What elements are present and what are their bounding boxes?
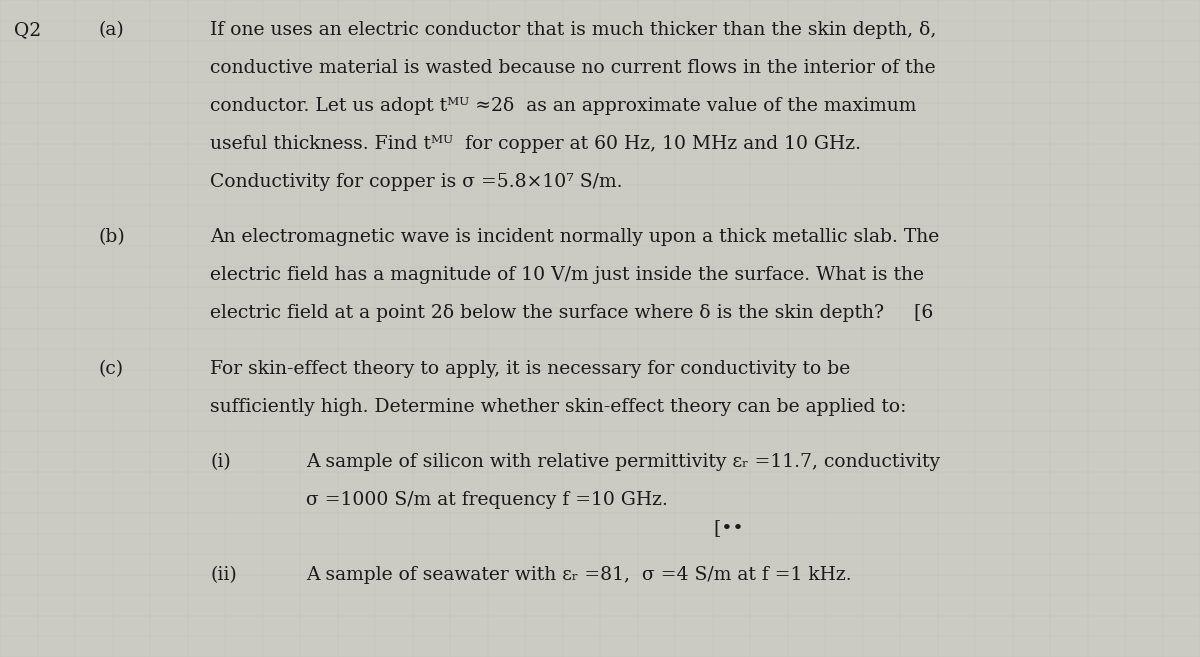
Text: (ii): (ii) bbox=[210, 566, 236, 584]
Text: (i): (i) bbox=[210, 453, 230, 471]
Text: A sample of seawater with εᵣ =81,  σ =4 S/m at f =1 kHz.: A sample of seawater with εᵣ =81, σ =4 S… bbox=[306, 566, 852, 584]
Text: For skin-effect theory to apply, it is necessary for conductivity to be: For skin-effect theory to apply, it is n… bbox=[210, 360, 851, 378]
Text: [••: [•• bbox=[306, 519, 744, 537]
Text: useful thickness. Find tᴹᵁ  for copper at 60 Hz, 10 MHz and 10 GHz.: useful thickness. Find tᴹᵁ for copper at… bbox=[210, 135, 862, 153]
Text: (b): (b) bbox=[98, 228, 125, 246]
Text: conductor. Let us adopt tᴹᵁ ≈2δ  as an approximate value of the maximum: conductor. Let us adopt tᴹᵁ ≈2δ as an ap… bbox=[210, 97, 917, 115]
Text: σ =1000 S/m at frequency f =10 GHz.: σ =1000 S/m at frequency f =10 GHz. bbox=[306, 491, 668, 509]
Text: sufficiently high. Determine whether skin-effect theory can be applied to:: sufficiently high. Determine whether ski… bbox=[210, 398, 906, 416]
Text: (c): (c) bbox=[98, 360, 124, 378]
Text: An electromagnetic wave is incident normally upon a thick metallic slab. The: An electromagnetic wave is incident norm… bbox=[210, 228, 940, 246]
Text: Conductivity for copper is σ =5.8×10⁷ S/m.: Conductivity for copper is σ =5.8×10⁷ S/… bbox=[210, 173, 623, 191]
Text: conductive material is wasted because no current flows in the interior of the: conductive material is wasted because no… bbox=[210, 59, 936, 77]
Text: electric field has a magnitude of 10 V/m just inside the surface. What is the: electric field has a magnitude of 10 V/m… bbox=[210, 266, 924, 284]
Text: If one uses an electric conductor that is much thicker than the skin depth, δ,: If one uses an electric conductor that i… bbox=[210, 21, 936, 39]
Text: (a): (a) bbox=[98, 21, 124, 39]
Text: electric field at a point 2δ below the surface where δ is the skin depth?     [6: electric field at a point 2δ below the s… bbox=[210, 304, 934, 322]
Text: Q2: Q2 bbox=[14, 21, 42, 39]
Text: A sample of silicon with relative permittivity εᵣ =11.7, conductivity: A sample of silicon with relative permit… bbox=[306, 453, 940, 471]
